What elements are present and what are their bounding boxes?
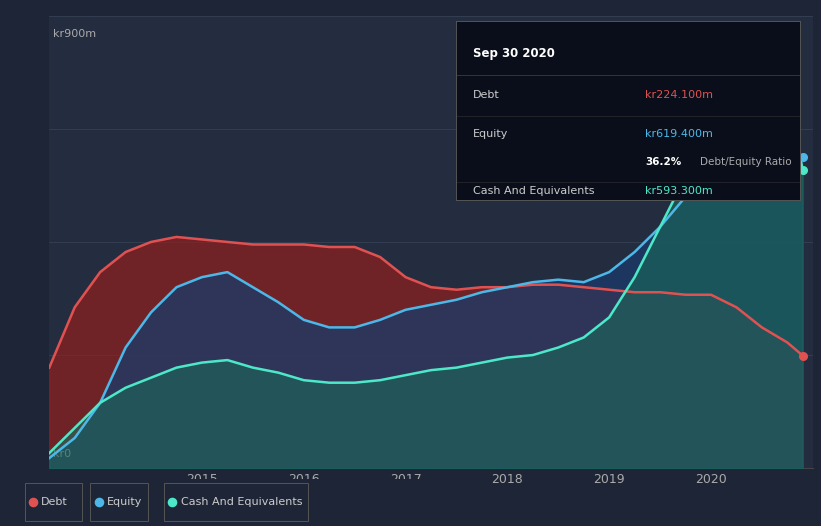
Point <box>166 498 179 507</box>
Point <box>796 153 810 161</box>
Text: kr593.300m: kr593.300m <box>645 186 713 196</box>
Text: kr0: kr0 <box>53 449 71 459</box>
Point <box>92 498 105 507</box>
Point <box>796 166 810 174</box>
Text: Equity: Equity <box>107 497 142 508</box>
Text: 36.2%: 36.2% <box>645 157 681 167</box>
Text: Debt: Debt <box>41 497 68 508</box>
Text: Cash And Equivalents: Cash And Equivalents <box>181 497 302 508</box>
Text: Debt/Equity Ratio: Debt/Equity Ratio <box>700 157 792 167</box>
Text: Cash And Equivalents: Cash And Equivalents <box>473 186 594 196</box>
Text: kr224.100m: kr224.100m <box>645 90 713 100</box>
Text: kr900m: kr900m <box>53 29 96 39</box>
Point <box>796 351 810 360</box>
Text: Debt: Debt <box>473 90 500 100</box>
Text: Equity: Equity <box>473 129 508 139</box>
Text: kr619.400m: kr619.400m <box>645 129 713 139</box>
Point <box>26 498 39 507</box>
Text: Sep 30 2020: Sep 30 2020 <box>473 47 555 60</box>
